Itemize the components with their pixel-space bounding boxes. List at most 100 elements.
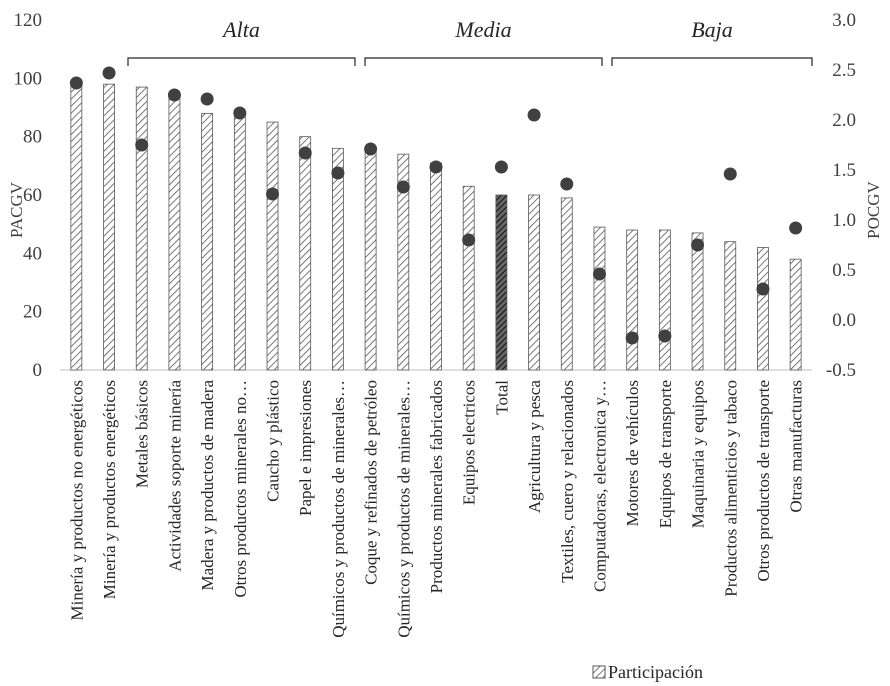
group-label: Alta — [221, 17, 260, 42]
bar — [266, 121, 279, 371]
data-point — [298, 146, 312, 160]
category-label: Metales básicos — [133, 380, 152, 488]
data-point — [331, 166, 345, 180]
category-label: Equipos electricos — [460, 380, 479, 505]
category-label: Químicos y productos de minerales… — [329, 380, 348, 638]
category-label: Químicos y productos de minerales… — [394, 380, 413, 638]
point-series — [69, 66, 803, 345]
data-point — [658, 329, 672, 343]
category-label: Computadoras, electronica y… — [590, 380, 609, 592]
data-point — [462, 233, 476, 247]
data-point — [200, 92, 214, 106]
data-point — [396, 180, 410, 194]
y-left-tick-label: 120 — [14, 10, 43, 31]
group-label: Baja — [691, 17, 733, 42]
bar — [626, 229, 639, 371]
data-point — [592, 267, 606, 281]
category-label: Caucho y plástico — [264, 380, 283, 502]
y-left-tick-label: 40 — [23, 243, 42, 264]
data-point — [266, 187, 280, 201]
category-label: Otros productos minerales no… — [231, 380, 250, 598]
bar — [724, 241, 737, 371]
bar — [332, 147, 344, 371]
y-left-tick-label: 0 — [33, 360, 43, 381]
y-right-tick-label: 0.0 — [832, 310, 856, 331]
category-label: Minería y productos no energéticos — [67, 380, 86, 620]
y-right-tick-label: -0.5 — [826, 360, 856, 381]
bar — [691, 232, 704, 371]
category-label: Madera y productos de madera — [198, 380, 217, 591]
group-label: Media — [454, 17, 511, 42]
bar-series — [70, 83, 802, 371]
bar — [201, 112, 214, 371]
data-point — [560, 177, 574, 191]
bar — [430, 162, 442, 371]
data-point — [723, 167, 737, 181]
category-label: Agricultura y pesca — [525, 380, 544, 514]
category-label: Equipos de transporte — [656, 380, 675, 528]
category-label: Otros productos de transporte — [754, 380, 773, 582]
category-label: Total — [492, 380, 511, 415]
category-label: Motores de vehículos — [623, 380, 642, 526]
category-label: Actividades soporte minería — [165, 380, 184, 572]
bar — [462, 185, 475, 371]
group-brackets: Alta Media Baja — [127, 17, 813, 66]
category-label: Minería y productos energéticos — [100, 380, 119, 599]
group-bracket — [611, 57, 813, 66]
y-left-tick-label: 80 — [23, 127, 42, 148]
group-bracket — [364, 57, 603, 66]
group-bracket — [127, 57, 356, 66]
y-right-tick-label: 2.0 — [832, 110, 856, 131]
category-label: Papel e impresiones — [296, 380, 315, 516]
data-point — [102, 66, 116, 80]
data-point — [691, 238, 705, 252]
bar — [397, 153, 410, 371]
axes: 0 20 40 60 80 100 120 -0.5 0.0 0.5 1.0 1.5 2.0 2.5 3.0… — [14, 10, 857, 638]
bar — [658, 229, 671, 371]
category-label: Maquinaria y equipos — [689, 380, 708, 528]
data-point — [494, 160, 508, 174]
data-point — [233, 106, 247, 120]
data-point — [527, 108, 541, 122]
legend-label: Participación — [608, 662, 703, 682]
y-right-tick-label: 2.5 — [832, 60, 856, 81]
category-label: Coque y refinados de petróleo — [362, 380, 381, 585]
bar — [364, 147, 377, 371]
category-label: Otras manufacturas — [787, 380, 806, 513]
bar — [299, 136, 312, 371]
y-right-tick-label: 0.5 — [832, 260, 856, 281]
y-right-tick-label: 1.0 — [832, 210, 856, 231]
data-point — [167, 88, 181, 102]
legend-swatch — [592, 665, 606, 679]
bar — [103, 83, 115, 371]
bar — [528, 194, 540, 371]
y-axis-left-title: PACGV — [7, 181, 26, 238]
data-point — [625, 331, 639, 345]
category-label: Textiles, cuero y relacionados — [558, 380, 577, 583]
bar — [593, 226, 606, 371]
y-left-tick-label: 20 — [23, 302, 42, 323]
y-right-tick-label: 1.5 — [832, 160, 856, 181]
bar — [135, 86, 148, 371]
data-point — [756, 282, 770, 296]
bar — [560, 197, 573, 371]
category-label: Productos minerales fabricados — [427, 380, 446, 593]
data-point — [69, 76, 83, 90]
bar — [757, 247, 769, 371]
y-axis-right-title: POCGV — [864, 180, 883, 238]
data-point — [789, 221, 803, 235]
bar — [789, 258, 802, 371]
bar — [70, 83, 83, 371]
y-right-tick-label: 3.0 — [832, 10, 856, 31]
bar — [495, 194, 508, 371]
bar — [233, 112, 246, 371]
y-left-tick-label: 60 — [23, 185, 42, 206]
legend: Participación — [592, 662, 703, 682]
data-point — [135, 138, 149, 152]
y-left-tick-label: 100 — [14, 68, 43, 89]
category-label: Productos alimenticios y tabaco — [721, 380, 740, 597]
bar — [168, 92, 181, 371]
data-point — [429, 160, 443, 174]
data-point — [364, 142, 378, 156]
